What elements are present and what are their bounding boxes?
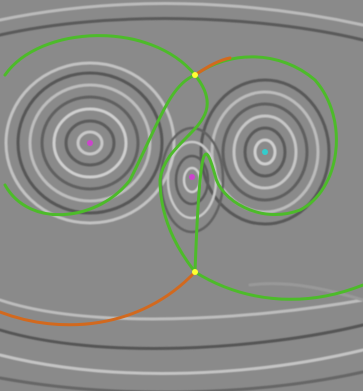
- center-point: [262, 149, 268, 155]
- flow-visualization: [0, 0, 363, 391]
- body: (() => { const data = JSON.parse(documen…: [0, 0, 363, 391]
- center-point: [87, 140, 93, 146]
- background: [0, 0, 363, 391]
- saddle-point: [192, 269, 198, 275]
- center-point: [189, 174, 195, 180]
- saddle-point: [192, 72, 198, 78]
- page: {} html, body { margin: 0; padding: 0; w…: [0, 0, 363, 391]
